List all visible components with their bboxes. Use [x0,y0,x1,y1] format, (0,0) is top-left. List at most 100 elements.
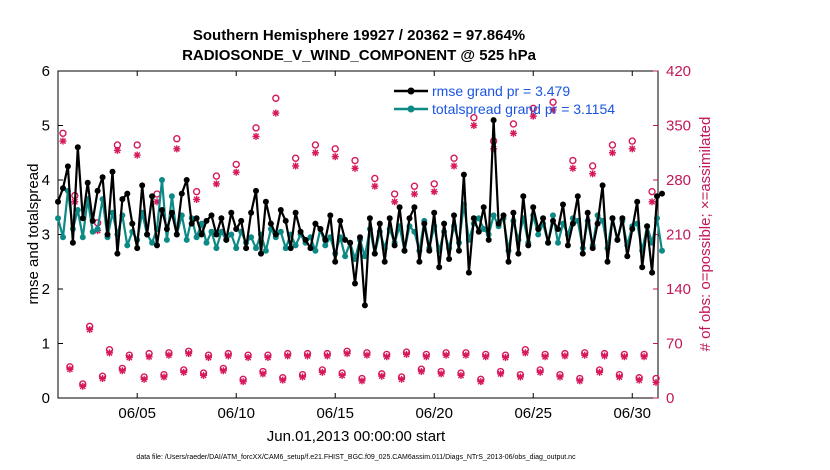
rmse-point [530,204,537,211]
rmse-point [203,217,210,224]
obs-assimilated-marker [371,182,379,190]
obs-assimilated-marker [113,146,121,154]
x-tick-label: 06/25 [514,405,552,422]
rmse-point [436,264,443,271]
obs-count-markers [59,94,660,390]
rmse-point [376,220,383,227]
rmse-point [574,193,581,200]
rmse-point [614,236,621,243]
obs-possible-marker [212,172,221,180]
rmse-point [55,198,61,205]
rmse-point [213,231,220,238]
obs-assimilated-marker [323,352,331,360]
obs-assimilated-marker [430,188,438,196]
obs-assimilated-marker [252,132,260,140]
rmse-point [267,220,274,227]
obs-assimilated-marker [561,352,569,360]
rmse-point [391,242,398,249]
obs-assimilated-marker [180,368,188,376]
obs-assimilated-marker [556,373,564,381]
obs-assimilated-marker [351,164,359,172]
data-file-footer: data file: /Users/raeder/DAI/ATM_forcXX/… [136,454,576,461]
rmse-point [470,215,477,222]
y-right-tick-label: 140 [666,281,691,298]
obs-assimilated-marker [596,368,604,376]
obs-possible-marker [133,141,141,149]
rmse-point [99,174,106,181]
rmse-point [79,215,86,222]
rmse-point [396,204,403,211]
totalspread-point [218,228,225,235]
obs-assimilated-marker [272,109,280,117]
rmse-point [89,217,96,224]
y-axis-left-label: rmse and totalspread [25,164,42,305]
y-left-tick-label: 1 [42,336,50,353]
obs-assimilated-marker [239,378,247,386]
rmse-point [342,236,349,243]
obs-assimilated-marker [343,350,351,358]
legend-spread-label: totalspread grand pr = 3.1154 [432,101,615,117]
totalspread-point [342,253,349,260]
rmse-point [163,226,170,232]
rmse-point [357,234,363,241]
obs-possible-marker [549,98,557,106]
rmse-point [386,215,393,222]
rmse-point [460,171,467,178]
rmse-point [317,226,324,232]
rmse-point [109,168,116,175]
rmse-point [411,204,418,211]
totalspread-point [60,234,66,241]
rmse-point [134,245,141,252]
obs-assimilated-marker [652,378,660,386]
totalspread-point [228,231,235,238]
rmse-point [560,201,566,208]
legend-rmse-label: rmse grand pr = 3.479 [432,83,570,99]
rmse-point [579,250,586,257]
obs-possible-marker [59,129,67,137]
rmse-point [416,258,423,265]
obs-assimilated-marker [145,353,153,361]
obs-assimilated-marker [212,180,220,188]
obs-assimilated-marker [173,145,181,153]
totalspread-point [124,242,131,249]
obs-possible-marker [351,156,359,165]
obs-possible-marker [430,180,438,188]
rmse-point [525,242,532,249]
obs-assimilated-marker [640,353,648,361]
obs-assimilated-marker [200,371,208,379]
chart-title-line1: Southern Hemisphere 19927 / 20362 = 97.8… [193,27,525,44]
rmse-point [253,187,259,194]
obs-assimilated-marker [193,195,201,203]
obs-assimilated-marker [358,377,366,385]
chart-title-line2: RADIOSONDE_V_WIND_COMPONENT @ 525 hPa [182,47,537,64]
obs-assimilated-marker [185,350,193,358]
totalspread-point [550,212,556,219]
rmse-point [297,228,304,235]
rmse-point [381,258,388,265]
rmse-point [129,220,136,227]
obs-assimilated-marker [442,351,450,359]
obs-assimilated-marker [86,325,94,333]
rmse-series [55,117,665,309]
obs-assimilated-marker [509,129,517,137]
rmse-point [262,198,269,205]
y-right-tick-label: 420 [666,63,691,80]
obs-assimilated-marker [318,368,326,376]
obs-possible-marker [272,94,280,102]
obs-assimilated-marker [292,162,300,170]
rmse-point [535,226,542,232]
rmse-point [485,236,492,243]
totalspread-point [490,212,497,219]
totalspread-point [79,234,86,241]
rmse-point [292,209,299,216]
x-tick-label: 06/20 [415,405,453,422]
rmse-point [114,250,121,257]
rmse-point [569,220,576,227]
obs-possible-marker [192,187,201,196]
obs-assimilated-marker [541,353,549,361]
rmse-point [564,242,571,249]
totalspread-point [149,239,156,246]
totalspread-point [168,193,175,200]
obs-possible-marker [588,162,597,170]
obs-assimilated-marker [450,162,458,170]
